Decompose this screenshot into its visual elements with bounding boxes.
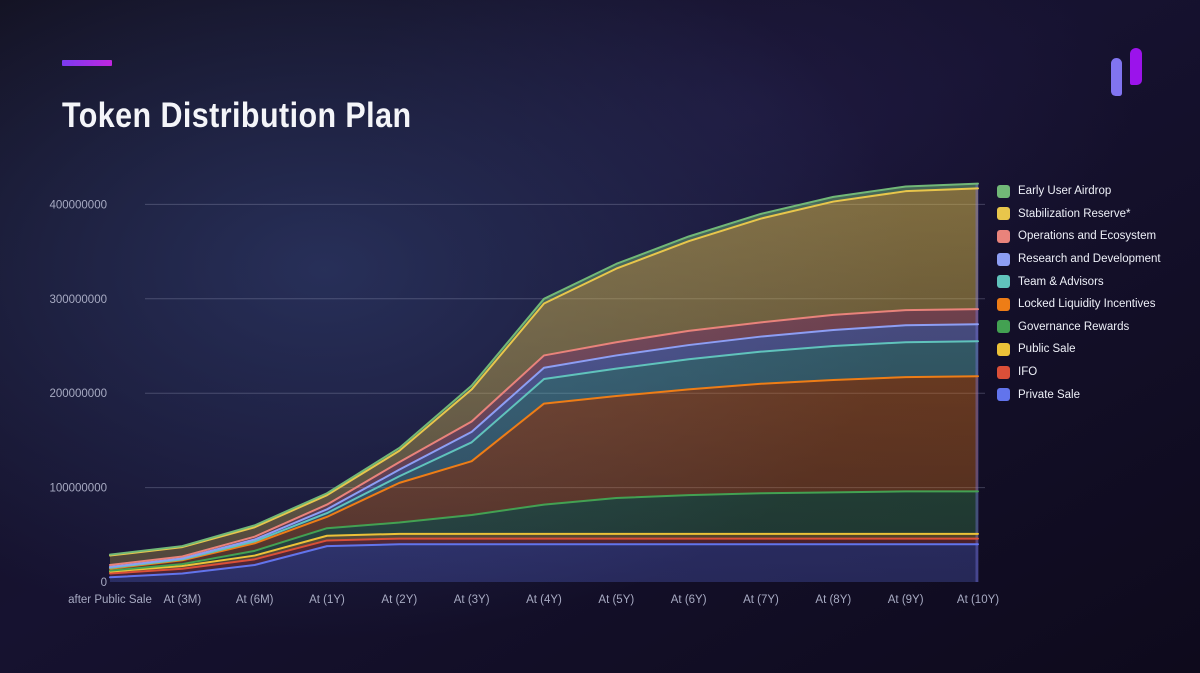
legend-label: Private Sale [1018,388,1081,401]
legend-item-governance-rewards[interactable]: Governance Rewards [997,316,1161,339]
area-locked-liquidity-incentives [110,376,978,571]
area-stabilization-reserve [110,188,978,566]
legend-item-research-and-development[interactable]: Research and Development [997,248,1161,271]
y-tick-label: 100000000 [49,483,107,495]
legend-item-operations-and-ecosystem[interactable]: Operations and Ecosystem [997,225,1161,248]
legend-item-public-sale[interactable]: Public Sale [997,338,1161,361]
line-governance-rewards [109,490,979,572]
legend-item-locked-liquidity-incentives[interactable]: Locked Liquidity Incentives [997,293,1161,316]
legend-label: Early User Airdrop [1018,185,1112,198]
area-operations-and-ecosystem [110,309,978,567]
x-tick-label: At (9Y) [888,594,924,606]
x-tick-label: At (4Y) [526,594,562,606]
legend-item-private-sale[interactable]: Private Sale [997,383,1161,406]
y-tick-label: 300000000 [49,294,107,306]
legend-label: Operations and Ecosystem [1018,230,1157,243]
legend-label: Team & Advisors [1018,275,1104,288]
line-locked-liquidity-incentives [109,375,979,570]
x-axis-labels: after Public Sale At (3M) At (6M) At (1Y) At… [68,594,999,606]
line-team-advisors [109,340,979,569]
x-tick-label: At (3M) [163,594,201,606]
x-tick-label: At (5Y) [598,594,634,606]
line-public-sale [109,532,979,573]
y-tick-label: 200000000 [49,388,107,400]
legend-swatch [997,207,1010,221]
legend-item-team-advisors[interactable]: Team & Advisors [997,270,1161,293]
x-tick-label: At (6M) [236,594,274,606]
legend-item-stabilization-reserve[interactable]: Stabilization Reserve* [997,203,1161,226]
page-title: Token Distribution Plan [62,96,412,135]
y-tick-label: 0 [101,577,107,589]
line-operations-and-ecosystem [109,308,979,567]
x-tick-label: At (10Y) [957,594,999,606]
x-tick-label: At (8Y) [815,594,851,606]
legend-label: Public Sale [1018,343,1076,356]
line-research-and-development [109,323,979,568]
chart-legend: Early User Airdrop Stabilization Reserve*… [997,180,1161,406]
x-tick-label: At (3Y) [454,594,490,606]
x-tick-label: At (6Y) [671,594,707,606]
y-tick-label: 400000000 [49,199,107,211]
line-stabilization-reserve [109,187,979,557]
area-team-advisors [110,341,978,569]
legend-label: Research and Development [1018,253,1161,266]
x-tick-label: At (7Y) [743,594,779,606]
area-series [110,183,978,582]
legend-label: IFO [1018,366,1038,379]
logo-right-bar [1130,48,1142,85]
legend-swatch [997,320,1010,334]
area-private-sale [110,544,978,582]
logo-left-bar [1111,58,1122,96]
x-tick-label: At (1Y) [309,594,345,606]
area-ifo [110,538,978,578]
legend-swatch [997,297,1010,311]
legend-swatch [997,275,1010,289]
line-private-sale [109,543,979,579]
legend-swatch [997,229,1010,243]
y-axis-labels: 0 100000000 200000000 300000000 400000000 [49,199,107,589]
legend-swatch [997,342,1010,356]
legend-label: Stabilization Reserve* [1018,207,1131,220]
brand-logo [1108,46,1152,98]
area-governance-rewards [110,491,978,572]
x-tick-label: after Public Sale [68,594,152,606]
title-accent-bar [62,60,112,66]
legend-swatch [997,388,1010,402]
legend-swatch [997,252,1010,266]
legend-swatch [997,365,1010,379]
legend-swatch [997,184,1010,198]
legend-label: Locked Liquidity Incentives [1018,298,1156,311]
series-strokes [109,182,979,579]
line-ifo [109,537,979,575]
line-early-user-airdrop [109,182,979,556]
x-tick-label: At (2Y) [381,594,417,606]
legend-item-ifo[interactable]: IFO [997,361,1161,384]
area-research-and-development [110,324,978,568]
legend-item-early-user-airdrop[interactable]: Early User Airdrop [997,180,1161,203]
legend-label: Governance Rewards [1018,320,1130,333]
